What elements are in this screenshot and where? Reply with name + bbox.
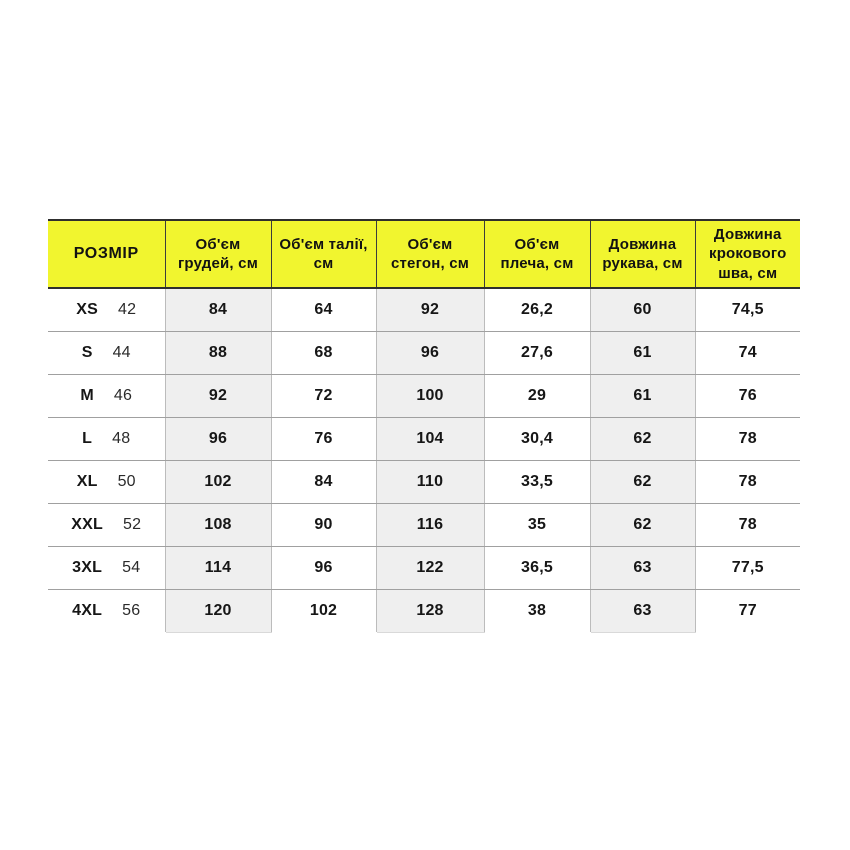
column-header-size: РОЗМІР: [48, 219, 165, 289]
cell-chest: 92: [164, 374, 271, 418]
cell-inseam: 76: [694, 374, 800, 418]
table-row-m: M 46 92 72 100 29 61 76: [48, 374, 800, 418]
cell-sleeve: 62: [589, 460, 695, 504]
cell-size: 3XL 54: [48, 546, 165, 590]
cell-waist: 96: [270, 546, 376, 590]
header-row: РОЗМІР Об'єм грудей, см Об'єм талії, см Об'…: [48, 219, 800, 289]
cell-size: XL 50: [48, 460, 165, 504]
size-number: 52: [123, 515, 142, 533]
column-header-chest: Об'єм грудей, см: [164, 219, 271, 289]
table-row-xxl: XXL 52 108 90 116 35 62 78: [48, 503, 800, 547]
cell-hips: 100: [375, 374, 484, 418]
cell-shoulder: 33,5: [483, 460, 590, 504]
cell-shoulder: 26,2: [483, 288, 590, 332]
cell-hips: 92: [375, 288, 484, 332]
cell-inseam: 77: [694, 589, 800, 632]
cell-waist: 102: [270, 589, 376, 632]
cell-shoulder: 36,5: [483, 546, 590, 590]
cell-chest: 88: [164, 331, 271, 375]
cell-chest: 102: [164, 460, 271, 504]
cell-hips: 128: [375, 589, 484, 633]
cell-inseam: 78: [694, 503, 800, 547]
cell-sleeve: 63: [589, 546, 695, 590]
size-number: 42: [118, 300, 137, 318]
column-header-sleeve: Довжина рукава, см: [589, 219, 695, 289]
size-label: S: [81, 343, 93, 361]
size-number: 46: [113, 386, 133, 404]
cell-size: S 44: [48, 331, 165, 375]
size-label: XS: [76, 300, 99, 318]
cell-hips: 116: [375, 503, 484, 547]
cell-sleeve: 62: [589, 417, 695, 461]
cell-hips: 96: [375, 331, 484, 375]
cell-waist: 84: [270, 460, 376, 504]
cell-size: L 48: [48, 417, 165, 461]
size-number: 50: [117, 472, 136, 490]
cell-hips: 122: [375, 546, 484, 590]
size-chart-table: РОЗМІР Об'єм грудей, см Об'єм талії, см Об'…: [48, 219, 800, 633]
column-header-shoulder: Об'єм плеча, см: [483, 219, 590, 289]
cell-shoulder: 38: [483, 589, 590, 632]
cell-sleeve: 61: [589, 374, 695, 418]
cell-shoulder: 30,4: [483, 417, 590, 461]
table-row-xl: XL 50 102 84 110 33,5 62 78: [48, 460, 800, 504]
column-header-waist: Об'єм талії, см: [270, 219, 376, 289]
cell-chest: 84: [164, 288, 271, 332]
cell-sleeve: 62: [589, 503, 695, 547]
cell-shoulder: 29: [483, 374, 590, 418]
table-body: XS 42 84 64 92 26,2 60 74,5 S 44 88 68 96 27,6 61 74 M 46…: [48, 288, 800, 633]
cell-sleeve: 61: [589, 331, 695, 375]
size-number: 54: [122, 558, 141, 576]
cell-sleeve: 60: [589, 288, 695, 332]
cell-inseam: 77,5: [694, 546, 800, 590]
cell-chest: 108: [164, 503, 271, 547]
cell-size: M 46: [48, 374, 165, 418]
cell-hips: 110: [375, 460, 484, 504]
cell-waist: 76: [270, 417, 376, 461]
table-header: РОЗМІР Об'єм грудей, см Об'єм талії, см Об'…: [48, 219, 800, 289]
cell-shoulder: 27,6: [483, 331, 590, 375]
cell-size: XXL 52: [48, 503, 165, 547]
size-number: 44: [112, 343, 131, 361]
size-number: 48: [112, 429, 131, 447]
column-header-hips: Об'єм стегон, см: [375, 219, 484, 289]
table-row-s: S 44 88 68 96 27,6 61 74: [48, 331, 800, 375]
size-label: 3XL: [72, 558, 103, 576]
cell-size: XS 42: [48, 288, 165, 332]
size-label: XL: [76, 472, 98, 490]
cell-waist: 68: [270, 331, 376, 375]
cell-inseam: 74,5: [694, 288, 800, 332]
table-row-xs: XS 42 84 64 92 26,2 60 74,5: [48, 288, 800, 332]
cell-chest: 96: [164, 417, 271, 461]
size-label: M: [80, 386, 94, 404]
cell-waist: 72: [270, 374, 376, 418]
cell-chest: 120: [164, 589, 271, 633]
size-label: L: [82, 429, 93, 447]
table-row-4xl: 4XL 56 120 102 128 38 63 77: [48, 589, 800, 633]
cell-size: 4XL 56: [48, 589, 165, 632]
cell-inseam: 78: [694, 460, 800, 504]
cell-hips: 104: [375, 417, 484, 461]
cell-sleeve: 63: [589, 589, 695, 633]
size-number: 56: [122, 601, 141, 619]
cell-waist: 90: [270, 503, 376, 547]
cell-inseam: 78: [694, 417, 800, 461]
cell-waist: 64: [270, 288, 376, 332]
size-label: XXL: [71, 515, 103, 533]
cell-chest: 114: [164, 546, 271, 590]
cell-inseam: 74: [694, 331, 800, 375]
table-row-l: L 48 96 76 104 30,4 62 78: [48, 417, 800, 461]
size-label: 4XL: [72, 601, 103, 619]
column-header-inseam: Довжина крокового шва, см: [694, 219, 800, 289]
table-row-3xl: 3XL 54 114 96 122 36,5 63 77,5: [48, 546, 800, 590]
cell-shoulder: 35: [483, 503, 590, 547]
